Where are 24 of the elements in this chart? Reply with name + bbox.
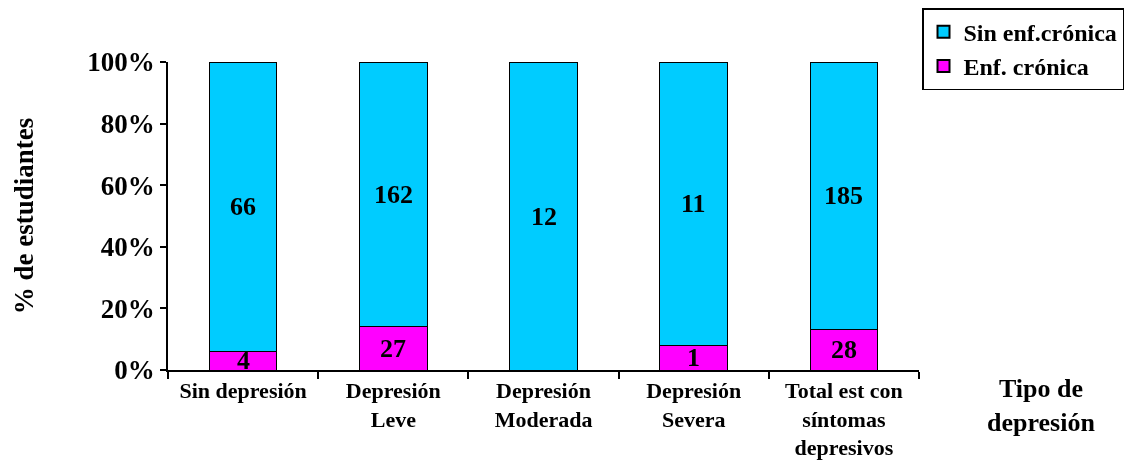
annotation: 1 — [687, 343, 700, 372]
legend-label: Enf. crónica — [963, 54, 1089, 81]
annotation: 162 — [374, 180, 413, 209]
y-tick-label: 40% — [100, 232, 155, 263]
y-tick-label: 60% — [100, 170, 155, 201]
annotation: 11 — [681, 189, 706, 218]
y-tick-label: 20% — [100, 293, 155, 324]
annotation: 27 — [380, 334, 406, 363]
x-tick-label: Depresión Moderada — [494, 378, 593, 432]
legend-label: Sin enf.crónica — [963, 20, 1117, 47]
annotation: 4 — [237, 346, 250, 375]
annotation: 12 — [531, 202, 557, 231]
x-tick-label: Total est con síntomas depresivos — [785, 378, 903, 461]
y-axis-title: % de estudiantes — [8, 117, 39, 315]
x-tick-label: Depresión Severa — [646, 378, 742, 432]
y-tick-label: 80% — [100, 109, 155, 140]
x-tick-label: Depresión Leve — [345, 378, 441, 432]
y-tick-label: 100% — [87, 47, 155, 78]
annotation: 28 — [831, 335, 857, 364]
x-tick-label: Sin depresión — [179, 378, 307, 404]
y-tick-label: 0% — [114, 355, 155, 386]
annotation: 185 — [824, 181, 863, 210]
annotation: 66 — [230, 192, 256, 221]
x-axis-title: Tipo de depresión — [987, 374, 1096, 437]
